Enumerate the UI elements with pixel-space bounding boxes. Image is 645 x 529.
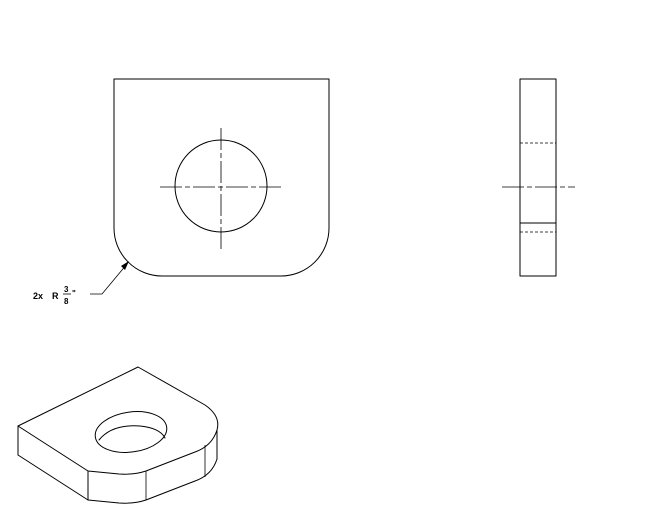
iso-top-face [17,366,219,475]
iso-hole-top-ellipse [94,411,168,453]
side-view [502,78,575,277]
iso-front-bottom-edge [87,429,218,504]
side-view-outline [519,78,557,277]
front-view [113,78,330,277]
iso-hole-inner-wall [98,425,166,441]
leader-arrowhead [121,261,129,270]
radius-symbol-label: R [52,291,59,301]
isometric-view [17,366,219,504]
iso-left-bottom-edge [17,454,89,501]
radius-denominator-label: 8 [64,297,69,306]
leader-line [90,263,128,295]
radius-callout: 2x R 3 8 " [33,261,129,306]
radius-unit-label: " [72,289,76,298]
radius-quantity-label: 2x [33,291,43,301]
front-view-outline [113,78,330,277]
radius-numerator-label: 3 [64,285,69,294]
